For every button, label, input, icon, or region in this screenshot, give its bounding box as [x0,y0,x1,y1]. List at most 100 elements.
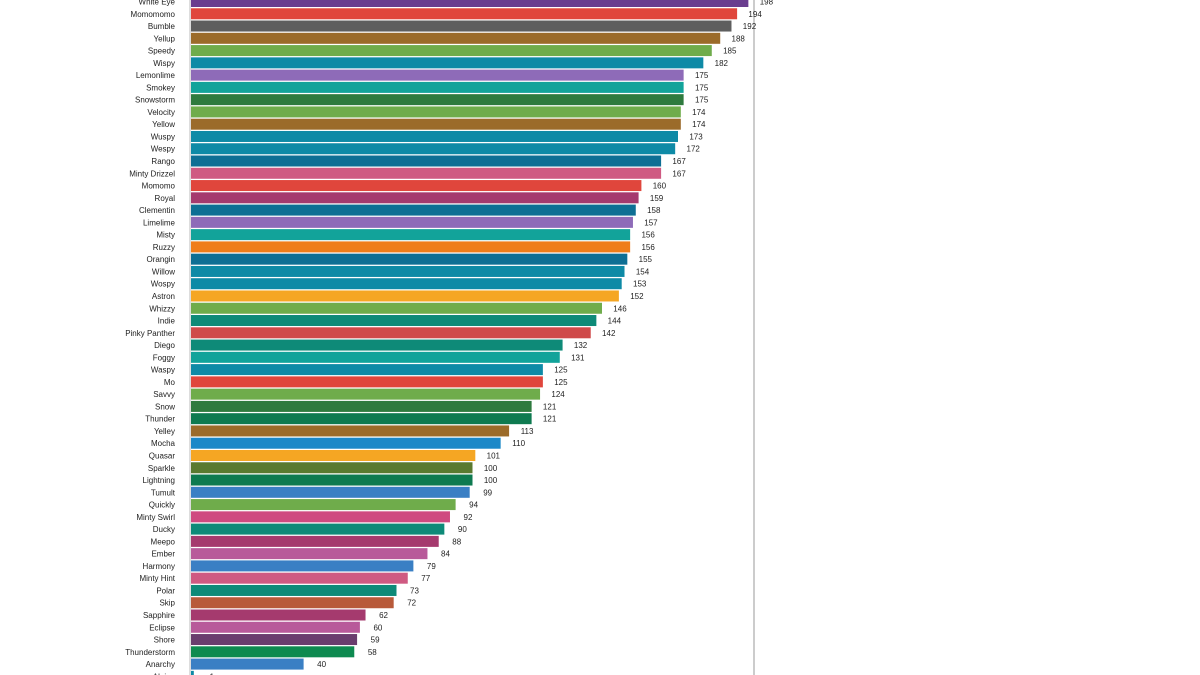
value-label: 152 [630,292,644,301]
category-label: Momomo [142,182,176,191]
category-label: Yellup [153,34,175,43]
category-label: Shore [154,636,176,645]
value-label: 153 [633,280,647,289]
bar [191,560,414,572]
bar [191,180,642,192]
bar [191,130,678,142]
category-label: Misty [156,231,175,240]
category-label: Wespy [151,145,175,154]
value-label: 72 [407,599,416,608]
category-label: Skip [159,599,175,608]
value-label: 175 [695,83,709,92]
value-label: 125 [554,378,568,387]
value-label: 159 [650,194,664,203]
category-label: Yelley [154,427,175,436]
bar [191,8,738,20]
bar [191,670,194,675]
value-label: 182 [715,59,729,68]
value-label: 158 [647,206,661,215]
value-label: 94 [469,501,478,510]
category-label: Willow [152,267,175,276]
bar [191,20,732,32]
value-label: 131 [571,353,585,362]
value-label: 192 [743,22,757,31]
bar [191,486,470,498]
category-label: Wispy [153,59,175,68]
value-label: 110 [512,439,525,448]
bar [191,523,445,535]
category-label: Ruzzy [153,243,175,252]
category-label: Diego [154,341,175,350]
category-label: Lemonlime [136,71,176,80]
bar [191,609,366,621]
value-label: 73 [410,586,419,595]
category-label: Mocha [151,439,176,448]
category-label: Orangin [147,255,175,264]
category-label: Alpine [153,672,176,675]
bar [191,413,532,425]
bar [191,167,662,179]
bar [191,425,510,437]
category-label: Foggy [153,353,175,362]
bar [191,449,476,461]
bar [191,474,473,486]
value-label: 59 [371,636,380,645]
bar [191,204,636,216]
value-label: 144 [608,317,622,326]
category-label: Ember [151,550,175,559]
category-label: Sparkle [148,464,176,473]
category-label: Minty Drizzel [129,169,175,178]
bar [191,69,684,81]
bar [191,388,541,400]
value-label: 142 [602,329,616,338]
category-label: Eclipse [149,623,175,632]
value-label: 79 [427,562,436,571]
bar [191,572,408,584]
category-label: Harmony [143,562,175,571]
category-label: Indie [158,317,176,326]
bar [191,241,631,253]
bar [191,315,597,327]
value-label: 156 [641,243,655,252]
bar [191,265,625,277]
value-label: 40 [317,660,326,669]
bar [191,32,721,44]
value-label: 188 [732,34,746,43]
value-label: 172 [687,145,701,154]
category-label: Quasar [149,451,176,460]
value-label: 173 [689,132,703,141]
value-label: 100 [484,476,498,485]
category-label: Yellow [152,120,175,129]
bar [191,143,676,155]
bar [191,597,394,609]
category-label: Pinky Panther [125,329,175,338]
value-label: 160 [653,182,667,191]
bar [191,634,358,646]
category-label: Quickly [149,501,175,510]
value-label: 121 [543,415,557,424]
category-label: Tumult [151,488,176,497]
category-label: Limelime [143,218,176,227]
category-label: Royal [155,194,176,203]
category-label: Astron [152,292,175,301]
value-label: 100 [484,464,498,473]
bar [191,0,749,7]
value-label: 77 [421,574,430,583]
category-label: Snow [155,402,175,411]
bar [191,216,633,228]
bar [191,437,501,449]
category-label: Wuspy [151,132,175,141]
category-label: Ducky [153,525,175,534]
value-label: 194 [748,10,762,19]
bar [191,290,619,302]
category-label: Velocity [147,108,175,117]
value-label: 1 [210,672,215,675]
category-label: Whizzy [149,304,175,313]
value-label: 132 [574,341,588,350]
value-label: 156 [641,231,655,240]
bar [191,155,662,167]
bar [191,548,428,560]
bar [191,229,631,241]
value-label: 175 [695,96,709,105]
